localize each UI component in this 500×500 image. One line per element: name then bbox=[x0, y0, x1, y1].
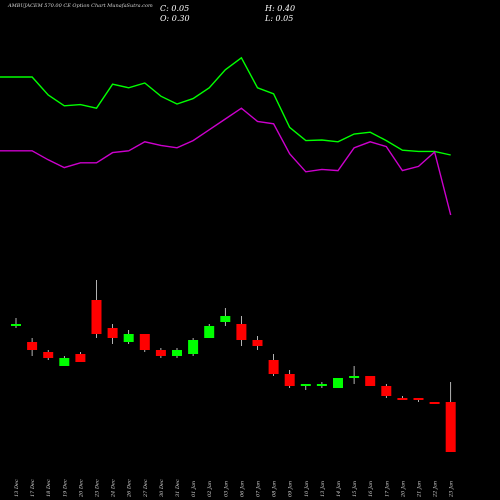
candle-body-bear bbox=[91, 300, 102, 334]
x-tick-label: 30 Dec bbox=[159, 479, 165, 497]
candle-body-bear bbox=[268, 360, 279, 374]
x-tick-label: 14 Jan bbox=[336, 481, 342, 497]
x-tick-label: 01 Jan bbox=[191, 481, 197, 497]
candle-body-bear bbox=[445, 402, 456, 452]
candle bbox=[204, 324, 215, 338]
x-tick-label: 13 Dec bbox=[14, 479, 20, 497]
x-tick-label: 22 Jan bbox=[433, 481, 439, 498]
candle bbox=[381, 384, 392, 398]
candle-body-bull bbox=[349, 376, 360, 378]
x-tick-label: 23 Dec bbox=[95, 479, 101, 498]
candle bbox=[252, 336, 263, 350]
x-tick-label: 20 Jan bbox=[400, 481, 406, 498]
candle bbox=[349, 366, 360, 384]
candle bbox=[43, 350, 54, 360]
candle-body-bull bbox=[316, 384, 327, 386]
candle-body-bear bbox=[365, 376, 376, 386]
x-tick-label: 13 Jan bbox=[320, 481, 326, 497]
candle-body-bear bbox=[429, 402, 440, 404]
candle-body-bull bbox=[59, 358, 70, 366]
candle bbox=[300, 384, 311, 390]
candle-body-bull bbox=[333, 378, 343, 388]
candle bbox=[220, 308, 231, 326]
x-tick-label: 27 Dec bbox=[143, 479, 149, 498]
candle-body-bear bbox=[75, 354, 86, 362]
candle bbox=[11, 318, 21, 328]
candle bbox=[123, 330, 134, 344]
candle bbox=[155, 348, 166, 358]
candle bbox=[268, 354, 279, 376]
x-tick-label: 18 Dec bbox=[46, 479, 52, 497]
low-label: L: 0.05 bbox=[265, 14, 294, 23]
candle bbox=[236, 316, 247, 346]
x-tick-label: 23 Jan bbox=[449, 481, 455, 498]
candle bbox=[139, 334, 150, 352]
x-tick-label: 02 Jan bbox=[207, 481, 213, 497]
candle-body-bear bbox=[252, 340, 263, 346]
x-tick-label: 19 Dec bbox=[62, 479, 68, 497]
candle-body-bear bbox=[27, 342, 38, 350]
candle-body-bull bbox=[220, 316, 231, 322]
candle bbox=[429, 402, 440, 404]
ma-slow-line bbox=[0, 107, 452, 216]
x-tick-label: 08 Jan bbox=[272, 481, 278, 497]
candle bbox=[445, 382, 456, 452]
x-tick-label: 10 Jan bbox=[304, 481, 310, 497]
x-tick-label: 06 Jan bbox=[239, 481, 245, 497]
candle bbox=[316, 382, 327, 388]
high-label: H: 0.40 bbox=[265, 4, 296, 13]
x-tick-label: 03 Jan bbox=[223, 481, 229, 497]
x-tick-label: 07 Jan bbox=[256, 481, 262, 497]
x-tick-label: 26 Dec bbox=[127, 479, 133, 498]
x-tick-label: 16 Jan bbox=[368, 481, 374, 497]
x-axis-ticks: 13 Dec 17 Dec 18 Dec 19 Dec 20 Dec 23 Dec 24 D… bbox=[14, 479, 455, 498]
candle bbox=[91, 280, 102, 338]
candle-body-bear bbox=[43, 352, 54, 358]
x-tick-label: 20 Dec bbox=[78, 479, 84, 498]
candle bbox=[397, 396, 408, 400]
candle-body-bull bbox=[172, 350, 182, 356]
moving-average-layer bbox=[0, 56, 452, 216]
candle bbox=[59, 356, 70, 366]
x-tick-label: 09 Jan bbox=[288, 481, 294, 497]
candle-body-bear bbox=[139, 334, 150, 350]
ma-fast-line bbox=[0, 56, 451, 156]
candle bbox=[365, 376, 376, 386]
candle-body-bear bbox=[155, 350, 166, 356]
candle-body-bear bbox=[236, 324, 247, 340]
candle-body-bear bbox=[284, 374, 295, 386]
candle-body-bear bbox=[381, 386, 392, 396]
candle-body-bull bbox=[188, 340, 199, 354]
candle bbox=[188, 338, 199, 356]
close-label: C: 0.05 bbox=[160, 4, 190, 13]
open-label: O: 0.30 bbox=[160, 14, 190, 23]
candle-body-bull bbox=[123, 334, 134, 342]
chart-title: AMBUJACEM 570.00 CE Option Chart MunafaS… bbox=[8, 3, 153, 9]
candle-body-bull bbox=[300, 384, 311, 386]
candle-body-bear bbox=[397, 398, 408, 400]
candle bbox=[172, 348, 182, 358]
candle bbox=[75, 352, 86, 362]
x-tick-label: 17 Jan bbox=[384, 481, 390, 497]
candles-layer bbox=[11, 280, 456, 452]
x-tick-label: 15 Jan bbox=[352, 481, 358, 497]
candle bbox=[284, 370, 295, 388]
candle bbox=[107, 324, 118, 344]
candle bbox=[27, 338, 38, 356]
candle bbox=[413, 398, 424, 402]
x-tick-label: 31 Dec bbox=[175, 479, 181, 497]
x-tick-label: 21 Jan bbox=[417, 481, 423, 498]
candle-body-bull bbox=[11, 324, 21, 326]
candle-body-bear bbox=[107, 328, 118, 338]
candle-body-bull bbox=[204, 326, 215, 338]
x-tick-label: 24 Dec bbox=[111, 479, 117, 498]
x-tick-label: 17 Dec bbox=[30, 479, 36, 497]
candle bbox=[333, 378, 343, 388]
candle-body-bear bbox=[413, 398, 424, 400]
